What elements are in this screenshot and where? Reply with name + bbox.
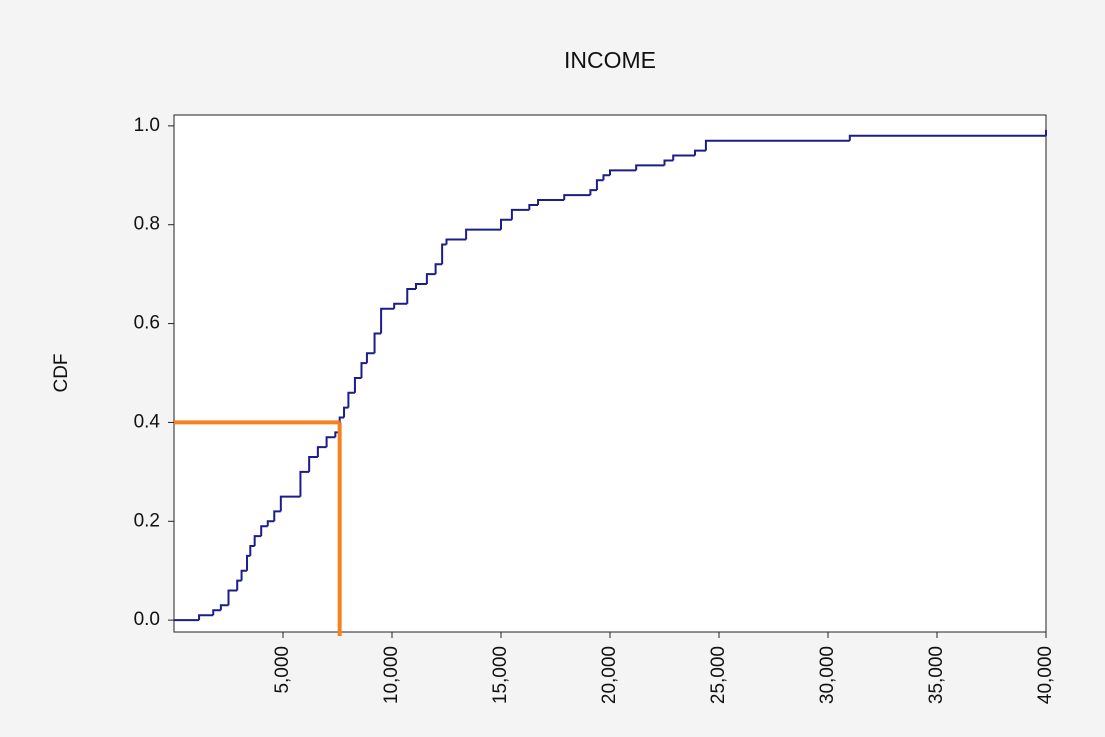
cdf-step [325, 436, 336, 448]
y-tick-label: 0.0 [134, 609, 160, 630]
y-tick-label: 0.4 [134, 411, 161, 432]
cdf-step [240, 569, 248, 581]
cdf-step [441, 243, 447, 265]
cdf-step [434, 263, 443, 275]
cdf-step [373, 332, 382, 354]
cdf-step [595, 179, 604, 191]
cdf-step [694, 149, 706, 156]
cdf-step [360, 362, 367, 378]
cdf-step [704, 139, 850, 151]
y-tick-label: 0.6 [134, 313, 160, 334]
cdf-step [672, 154, 696, 161]
cdf-step [236, 579, 242, 591]
cdf-step [500, 218, 512, 230]
cdf-step [266, 520, 275, 527]
cdf-step [365, 352, 375, 364]
cdf-step [308, 456, 318, 472]
cdf-step [316, 446, 327, 458]
cdf-step [219, 604, 229, 611]
cdf-step [465, 228, 501, 240]
cdf-step [299, 470, 310, 497]
x-tick-label: 35,000 [926, 646, 947, 704]
x-tick-label: 25,000 [708, 646, 729, 704]
cdf-step [602, 174, 610, 181]
x-tick-label: 15,000 [490, 646, 511, 704]
x-tick-label: 5,000 [272, 646, 293, 694]
cdf-step [528, 203, 539, 210]
cdf-step [510, 208, 530, 220]
cdf-step [663, 159, 674, 166]
cdf-step [246, 554, 251, 571]
cdf-step [393, 302, 408, 309]
y-tick-label: 1.0 [134, 115, 160, 136]
cdf-step [249, 544, 255, 556]
cdf-step [380, 307, 395, 334]
cdf-step [347, 391, 355, 408]
cdf-step [445, 238, 467, 245]
x-tick-label: 30,000 [817, 646, 838, 704]
cdf-step [589, 189, 597, 196]
cdf-step [273, 510, 281, 522]
cdf-step [425, 273, 436, 285]
cdf-step [609, 169, 637, 176]
cdf-step [1045, 129, 1047, 136]
cdf-step [279, 495, 301, 512]
y-tick-label: 0.2 [134, 510, 160, 531]
chart-title: INCOME [564, 47, 656, 73]
cdf-step [227, 589, 238, 606]
plot-area [173, 114, 1047, 633]
cdf-step [343, 406, 349, 418]
cdf-step [198, 614, 214, 621]
cdf-step [406, 287, 416, 304]
cdf-step [848, 134, 1046, 141]
x-tick-label: 40,000 [1035, 646, 1056, 704]
cdf-step [212, 609, 221, 616]
cdf-step [260, 525, 268, 537]
x-tick-label: 20,000 [599, 646, 620, 704]
cdf-step [353, 376, 362, 393]
cdf-step [635, 164, 665, 171]
cdf-step [563, 194, 591, 201]
cdf-step [414, 283, 427, 289]
cdf-step [253, 535, 262, 546]
cdf-step [537, 199, 565, 205]
x-tick-label: 10,000 [381, 646, 402, 704]
y-tick-label: 0.8 [134, 214, 160, 235]
y-axis-label: CDF [51, 353, 72, 392]
